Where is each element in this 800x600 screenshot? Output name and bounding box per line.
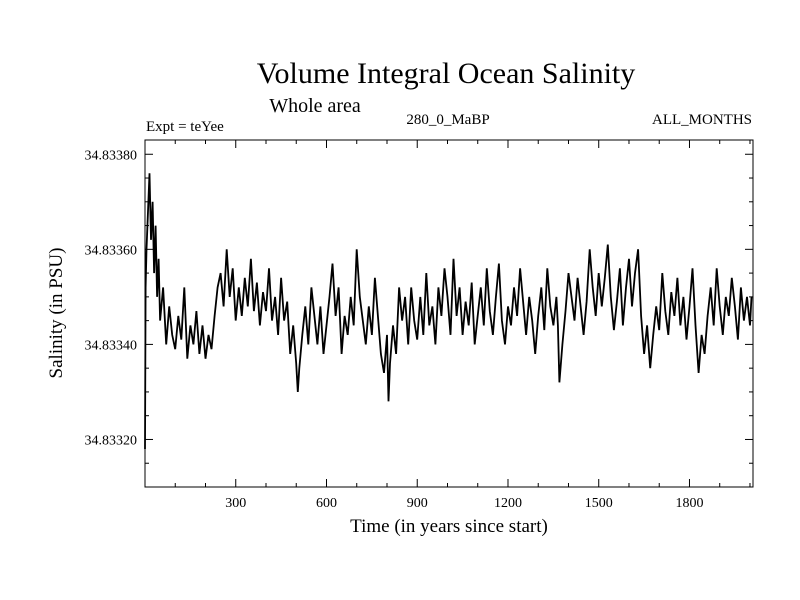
months-label: ALL_MONTHS [652,112,752,128]
x-tick-label: 600 [316,496,337,511]
x-tick-label: 1800 [675,496,703,511]
x-tick-label: 900 [407,496,428,511]
x-axis: 300 600 900 1200 1500 1800 [174,140,751,511]
y-axis-label: Salinity (in PSU) [46,248,67,379]
y-tick-label: 34.83340 [85,338,138,353]
y-axis: 34.83320 34.83340 34.83360 34.83380 [85,148,753,488]
experiment-label: Expt = teYee [146,119,224,135]
x-tick-label: 300 [225,496,246,511]
x-tick-label: 1200 [494,496,522,511]
x-axis-label: Time (in years since start) [350,516,548,537]
y-tick-label: 34.83320 [85,433,138,448]
salinity-series-line [144,173,753,450]
y-tick-label: 34.83380 [85,148,138,163]
chart-title: Volume Integral Ocean Salinity [257,57,636,90]
y-tick-label: 34.83360 [85,243,138,258]
x-tick-label: 1500 [585,496,613,511]
chart-subtitle: Whole area [269,95,361,117]
series-group [144,173,753,450]
run-label: 280_0_MaBP [406,112,489,128]
